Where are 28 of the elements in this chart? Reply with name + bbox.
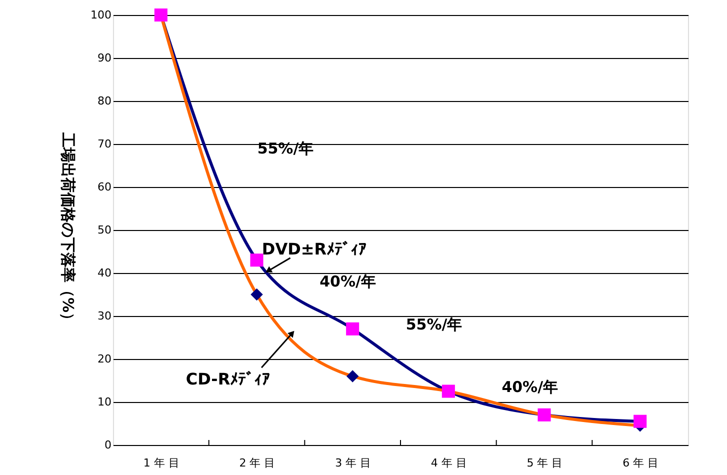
y-tick-label: 30: [98, 310, 112, 322]
x-tick-label: 1 年 目: [143, 456, 180, 470]
annotation: 40%/年: [320, 272, 376, 291]
point: [634, 414, 647, 428]
series-label: DVD±Rﾒﾃﾞｨｱ: [262, 239, 367, 258]
y-tick-label: 70: [98, 138, 112, 150]
point: [346, 322, 360, 336]
x-tick-label: 5 年 目: [526, 456, 563, 470]
x-tick-label: 3 年 目: [335, 456, 372, 470]
y-tick-label: 40: [98, 266, 112, 280]
y-tick-label: 100: [90, 8, 112, 22]
y-tick-label: 10: [98, 396, 112, 408]
annotation: 40%/年: [502, 378, 558, 396]
y-tick-label: 0: [104, 438, 112, 452]
y-axis-title: 工場出荷価格の下落率（%）: [59, 131, 77, 328]
point: [346, 370, 359, 382]
x-tick-label: 4 年 目: [430, 456, 467, 470]
annotation: 55%/年: [406, 316, 462, 334]
text: CD-Rﾒﾃﾞｨｱ: [186, 370, 270, 389]
point: [250, 288, 263, 301]
x-tick-label: 2 年 目: [239, 456, 276, 470]
y-tick-label: 80: [98, 94, 112, 108]
y-tick-label: 20: [98, 352, 112, 366]
y-tick-label: 90: [98, 52, 112, 64]
x-tick-label: 6 年 目: [622, 456, 659, 470]
point: [250, 254, 264, 267]
y-tick-label: 50: [98, 224, 112, 236]
y-tick-label: 60: [98, 180, 112, 194]
